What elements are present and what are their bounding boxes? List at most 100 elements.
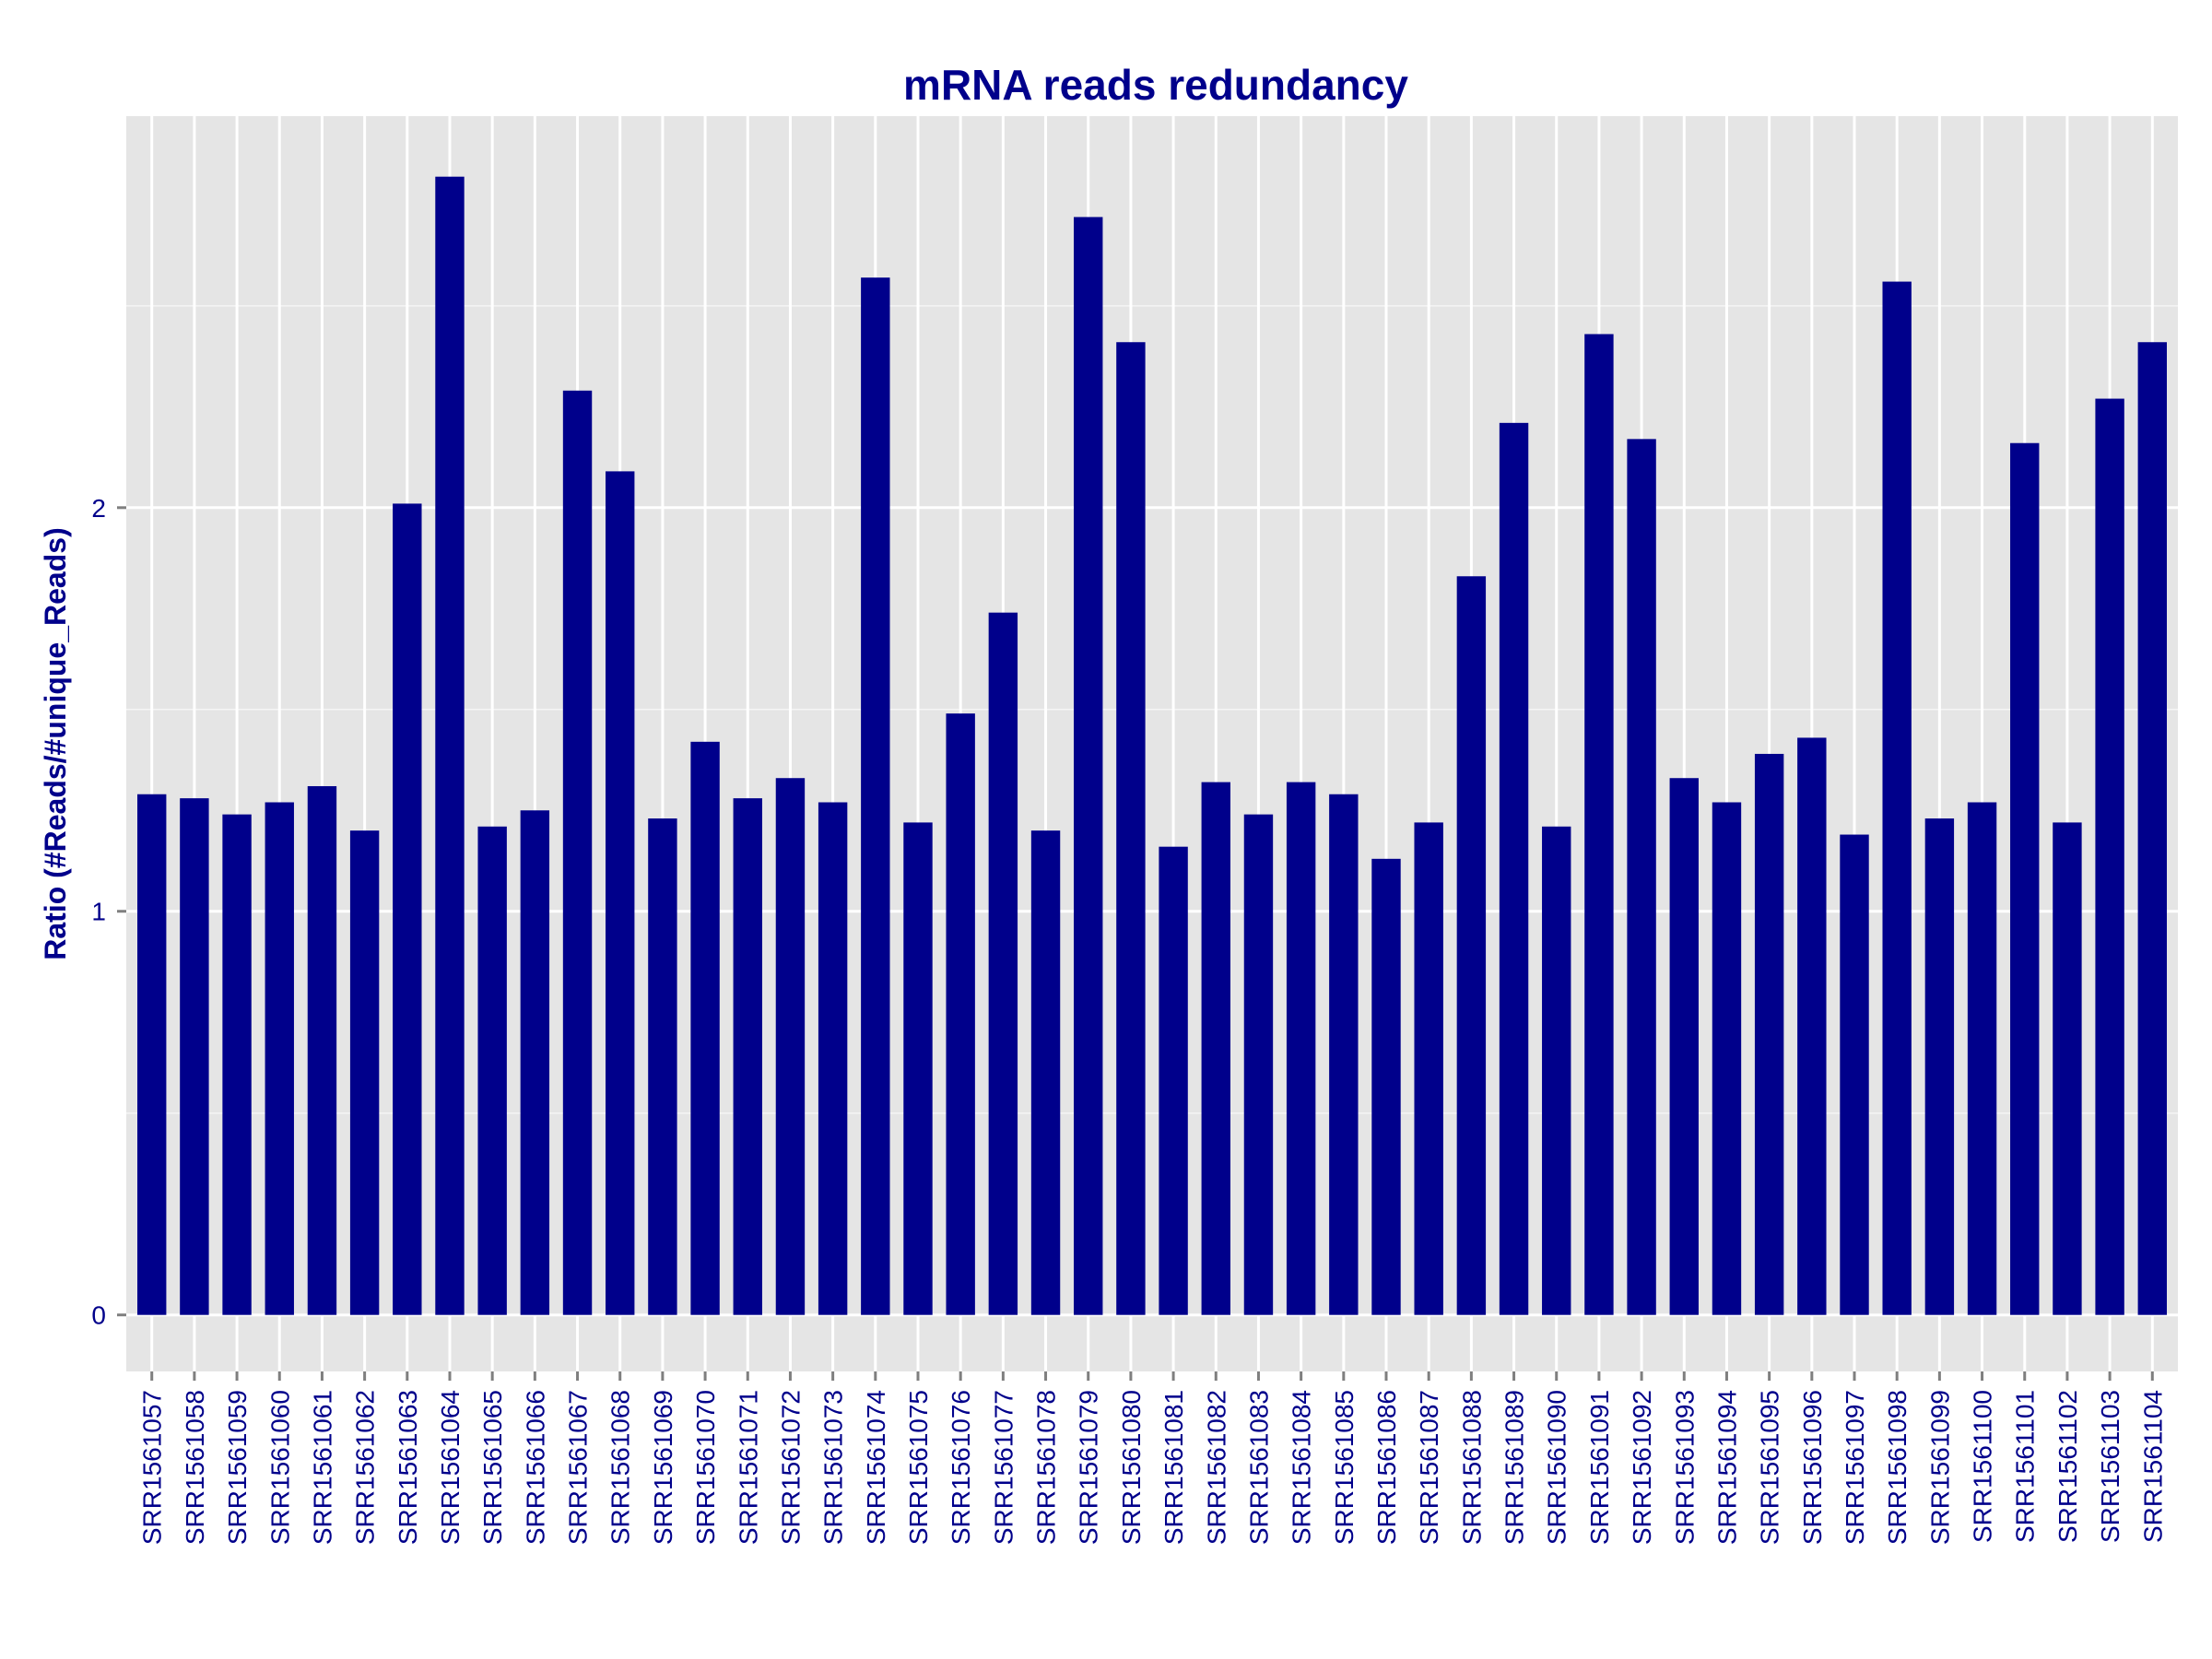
x-tick-label: SRR1561092 (1628, 1390, 1656, 1545)
x-tick-label: SRR1561076 (947, 1390, 975, 1545)
x-axis: SRR1561057 SRR1561058 SRR1561059 SRR1561060… (138, 1371, 2167, 1545)
x-tick-label: SRR1561080 (1117, 1390, 1146, 1545)
x-tick-label: SRR1561101 (2011, 1390, 2040, 1543)
bar-SRR1561080 (1116, 342, 1146, 1315)
x-tick-label: SRR1561084 (1288, 1390, 1316, 1545)
x-tick-label: SRR1561068 (606, 1390, 635, 1545)
bar-SRR1561070 (690, 741, 720, 1315)
bar-SRR1561064 (435, 176, 465, 1315)
bar-SRR1561057 (137, 794, 167, 1315)
bar-SRR1561094 (1712, 802, 1742, 1315)
x-tick-label: SRR1561072 (776, 1390, 805, 1545)
x-tick-label: SRR1561079 (1075, 1390, 1103, 1545)
bar-SRR1561060 (265, 802, 294, 1315)
x-tick-label: SRR1561082 (1202, 1390, 1230, 1545)
bar-SRR1561068 (606, 471, 635, 1315)
bar-SRR1561073 (818, 802, 848, 1315)
bars (137, 176, 2167, 1315)
x-tick-label: SRR1561104 (2138, 1390, 2167, 1543)
x-tick-label: SRR1561091 (1585, 1390, 1614, 1545)
x-tick-label: SRR1561102 (2053, 1390, 2082, 1543)
x-tick-label: SRR1561094 (1712, 1390, 1741, 1545)
x-tick-label: SRR1561103 (2096, 1390, 2124, 1543)
x-tick-label: SRR1561086 (1372, 1390, 1401, 1545)
bar-SRR1561074 (861, 277, 890, 1315)
bar-SRR1561067 (562, 390, 593, 1315)
bar-SRR1561079 (1074, 217, 1103, 1315)
x-tick-label: SRR1561088 (1457, 1390, 1486, 1545)
x-tick-label: SRR1561075 (904, 1390, 933, 1545)
bar-SRR1561093 (1669, 778, 1699, 1315)
bar-SRR1561063 (393, 503, 422, 1315)
bar-SRR1561087 (1414, 822, 1443, 1315)
bar-SRR1561081 (1159, 846, 1188, 1315)
x-tick-label: SRR1561077 (989, 1390, 1018, 1545)
bar-SRR1561086 (1371, 858, 1401, 1315)
x-tick-label: SRR1561071 (734, 1390, 762, 1545)
x-tick-label: SRR1561078 (1032, 1390, 1061, 1545)
bar-SRR1561088 (1456, 576, 1487, 1315)
bar-SRR1561062 (349, 830, 380, 1315)
bar-SRR1561097 (1840, 834, 1869, 1315)
x-tick-label: SRR1561063 (394, 1390, 422, 1545)
bar-SRR1561092 (1627, 439, 1656, 1315)
bar-SRR1561077 (988, 612, 1018, 1315)
x-tick-label: SRR1561069 (649, 1390, 677, 1545)
x-tick-label: SRR1561081 (1159, 1390, 1188, 1545)
x-tick-label: SRR1561060 (265, 1390, 294, 1545)
x-tick-label: SRR1561065 (478, 1390, 507, 1545)
x-tick-label: SRR1561070 (691, 1390, 720, 1545)
y-tick-label: 1 (91, 898, 106, 926)
x-tick-label: SRR1561057 (138, 1390, 167, 1545)
bar-SRR1561099 (1924, 818, 1955, 1315)
bar-SRR1561076 (946, 713, 975, 1315)
x-tick-label: SRR1561093 (1670, 1390, 1699, 1545)
y-axis: 0 1 2 (91, 494, 126, 1330)
x-tick-label: SRR1561064 (436, 1390, 465, 1545)
x-tick-label: SRR1561100 (1969, 1390, 1997, 1543)
bar-SRR1561075 (903, 822, 933, 1315)
bar-SRR1561103 (2095, 398, 2124, 1315)
x-tick-label: SRR1561090 (1543, 1390, 1571, 1545)
bar-SRR1561082 (1201, 782, 1230, 1315)
chart-title: mRNA reads redundancy (903, 61, 1408, 109)
bar-SRR1561069 (648, 818, 677, 1315)
bar-SRR1561083 (1243, 814, 1274, 1315)
bar-SRR1561066 (520, 810, 550, 1315)
x-tick-label: SRR1561085 (1330, 1390, 1359, 1545)
bar-SRR1561091 (1584, 334, 1614, 1315)
y-axis-label: Ratio (#Reads/#unique_Reads) (39, 527, 72, 959)
y-tick-label: 0 (91, 1301, 106, 1330)
y-tick-label: 2 (91, 494, 106, 523)
x-tick-label: SRR1561061 (308, 1390, 336, 1545)
bar-SRR1561085 (1329, 794, 1359, 1315)
bar-SRR1561078 (1030, 830, 1061, 1315)
bar-SRR1561061 (307, 785, 337, 1315)
bar-SRR1561096 (1797, 737, 1827, 1315)
x-tick-label: SRR1561096 (1798, 1390, 1827, 1545)
bar-SRR1561104 (2137, 342, 2167, 1315)
x-tick-label: SRR1561097 (1841, 1390, 1869, 1545)
x-tick-label: SRR1561073 (819, 1390, 848, 1545)
bar-SRR1561084 (1286, 782, 1316, 1315)
bar-SRR1561100 (1967, 802, 1997, 1315)
x-tick-label: SRR1561089 (1500, 1390, 1529, 1545)
x-tick-label: SRR1561058 (181, 1390, 209, 1545)
x-tick-label: SRR1561066 (521, 1390, 549, 1545)
x-tick-label: SRR1561095 (1756, 1390, 1784, 1545)
bar-SRR1561101 (2010, 442, 2040, 1315)
bar-SRR1561072 (775, 778, 806, 1315)
x-tick-label: SRR1561087 (1415, 1390, 1443, 1545)
x-tick-label: SRR1561074 (862, 1390, 890, 1545)
x-tick-label: SRR1561059 (223, 1390, 252, 1545)
plot-panel (126, 116, 2178, 1371)
bar-SRR1561090 (1542, 826, 1571, 1315)
x-tick-label: SRR1561098 (1883, 1390, 1912, 1545)
x-tick-label: SRR1561083 (1244, 1390, 1273, 1545)
bar-SRR1561071 (733, 798, 762, 1315)
bar-SRR1561059 (222, 814, 252, 1315)
x-tick-label: SRR1561067 (564, 1390, 593, 1545)
x-tick-label: SRR1561099 (1925, 1390, 1954, 1545)
